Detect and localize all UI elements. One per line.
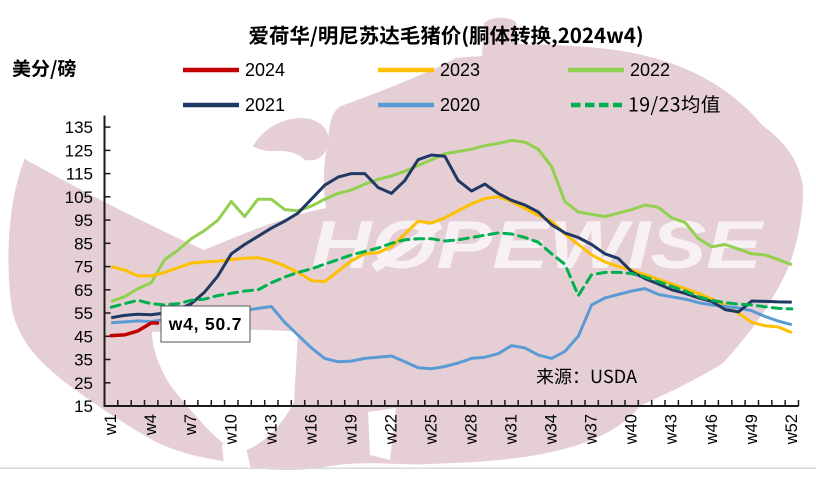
svg-text:w10: w10: [222, 414, 240, 445]
svg-text:w7: w7: [182, 414, 200, 436]
svg-text:2021: 2021: [245, 95, 285, 115]
svg-text:25: 25: [74, 374, 93, 393]
svg-text:w19: w19: [342, 414, 360, 445]
svg-text:w31: w31: [503, 414, 521, 445]
svg-text:85: 85: [74, 234, 93, 253]
svg-text:105: 105: [65, 188, 93, 207]
svg-text:w49: w49: [743, 414, 761, 445]
svg-text:HOPEWISE: HOPEWISE: [311, 207, 765, 283]
svg-text:2023: 2023: [440, 60, 480, 80]
svg-text:w52: w52: [783, 414, 801, 445]
svg-text:45: 45: [74, 327, 93, 346]
svg-text:w46: w46: [703, 414, 721, 445]
svg-text:65: 65: [74, 281, 93, 300]
svg-text:115: 115: [66, 165, 93, 184]
svg-text:15: 15: [74, 397, 93, 416]
svg-text:w1: w1: [102, 414, 120, 436]
svg-text:95: 95: [74, 211, 93, 230]
svg-text:w4, 50.7: w4, 50.7: [168, 314, 243, 334]
svg-text:w22: w22: [382, 414, 400, 445]
svg-text:w25: w25: [423, 414, 441, 445]
svg-text:125: 125: [65, 141, 93, 160]
svg-text:w4: w4: [142, 414, 160, 436]
svg-text:w40: w40: [623, 414, 641, 445]
svg-text:w37: w37: [583, 414, 601, 445]
svg-text:2020: 2020: [440, 95, 480, 115]
svg-text:75: 75: [74, 258, 93, 277]
svg-text:w34: w34: [543, 414, 561, 445]
svg-text:35: 35: [74, 351, 93, 370]
svg-text:135: 135: [65, 118, 93, 137]
svg-text:2022: 2022: [630, 60, 670, 80]
svg-text:w43: w43: [663, 414, 681, 445]
svg-text:w28: w28: [463, 414, 481, 445]
svg-text:w13: w13: [262, 414, 280, 445]
svg-text:w16: w16: [302, 414, 320, 445]
svg-text:2024: 2024: [245, 60, 285, 80]
svg-text:55: 55: [74, 304, 93, 323]
